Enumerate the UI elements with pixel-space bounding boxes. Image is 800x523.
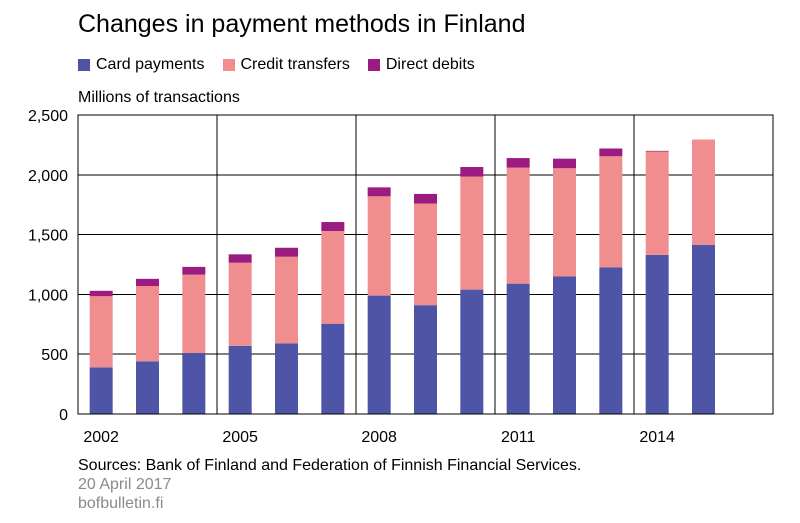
bar-credit-transfers xyxy=(89,296,113,368)
site-name: bofbulletin.fi xyxy=(78,495,164,512)
x-tick-label: 2005 xyxy=(222,429,258,446)
bar-card-payments xyxy=(136,361,159,414)
bar-credit-transfers xyxy=(460,176,484,290)
footer: Sources: Bank of Finland and Federation … xyxy=(78,456,581,513)
bar-card-payments xyxy=(599,267,623,414)
bar-credit-transfers xyxy=(506,167,530,284)
bar-credit-transfers xyxy=(599,156,623,268)
bar-card-payments xyxy=(692,244,715,414)
y-tick-label: 2,500 xyxy=(28,108,68,125)
y-tick-label: 1,500 xyxy=(28,228,68,245)
legend-item-credit-transfers: Credit transfers xyxy=(222,56,350,74)
bar-direct-debits xyxy=(182,266,206,275)
bar-card-payments xyxy=(367,295,391,414)
bar-card-payments xyxy=(645,254,669,414)
chart-title: Changes in payment methods in Finland xyxy=(78,10,526,38)
legend-swatch-card-payments xyxy=(78,59,90,71)
x-tick-label: 2014 xyxy=(639,429,675,446)
legend-item-card-payments: Card payments xyxy=(78,56,205,74)
bar-direct-debits xyxy=(321,222,345,232)
x-tick-label: 2011 xyxy=(501,429,536,446)
sources-note: Sources: Bank of Finland and Federation … xyxy=(78,457,582,474)
bar-direct-debits xyxy=(414,193,437,204)
bar-card-payments xyxy=(275,343,298,414)
bar-card-payments xyxy=(182,353,206,414)
legend-item-direct-debits: Direct debits xyxy=(367,56,475,74)
bar-credit-transfers xyxy=(692,139,715,245)
plot-frame xyxy=(77,114,774,415)
bar-direct-debits xyxy=(136,278,159,287)
bar-direct-debits xyxy=(506,158,530,168)
bar-credit-transfers xyxy=(645,151,669,255)
publish-date: 20 April 2017 xyxy=(78,476,172,493)
bar-direct-debits xyxy=(367,187,391,197)
legend-swatch-direct-debits xyxy=(367,59,380,71)
y-axis-label: Millions of transactions xyxy=(78,89,240,106)
bar-card-payments xyxy=(321,323,345,414)
bar-credit-transfers xyxy=(275,256,298,344)
bar-card-payments xyxy=(506,283,530,414)
bar-card-payments xyxy=(89,367,113,414)
bar-credit-transfers xyxy=(228,262,252,346)
bar-direct-debits xyxy=(228,254,252,263)
bar-card-payments xyxy=(228,345,252,414)
bar-credit-transfers xyxy=(182,274,206,354)
bar-direct-debits xyxy=(553,158,576,169)
x-tick-label: 2002 xyxy=(83,429,119,446)
bar-credit-transfers xyxy=(321,231,345,324)
bar-direct-debits xyxy=(275,247,298,257)
y-tick-label: 1,000 xyxy=(28,287,68,304)
legend-label-card-payments: Card payments xyxy=(96,56,205,73)
bar-direct-debits xyxy=(460,167,484,177)
bar-card-payments xyxy=(414,305,437,414)
legend-label-credit-transfers: Credit transfers xyxy=(240,56,350,73)
bar-direct-debits xyxy=(645,150,669,152)
bar-credit-transfers xyxy=(553,168,576,277)
bar-credit-transfers xyxy=(367,196,391,296)
bar-card-payments xyxy=(460,289,484,414)
x-tick-label: 2008 xyxy=(361,429,397,446)
legend-label-direct-debits: Direct debits xyxy=(385,56,475,73)
bar-card-payments xyxy=(553,276,576,414)
y-tick-label: 2,000 xyxy=(28,168,68,185)
y-tick-label: 500 xyxy=(41,347,68,364)
bar-credit-transfers xyxy=(414,203,437,306)
y-tick-label: 0 xyxy=(59,407,68,424)
legend-swatch-credit-transfers xyxy=(222,59,235,71)
bar-direct-debits xyxy=(599,148,623,157)
legend: Card payments Credit transfers Direct de… xyxy=(78,56,493,74)
bar-direct-debits xyxy=(89,290,113,297)
bar-credit-transfers xyxy=(136,286,159,362)
